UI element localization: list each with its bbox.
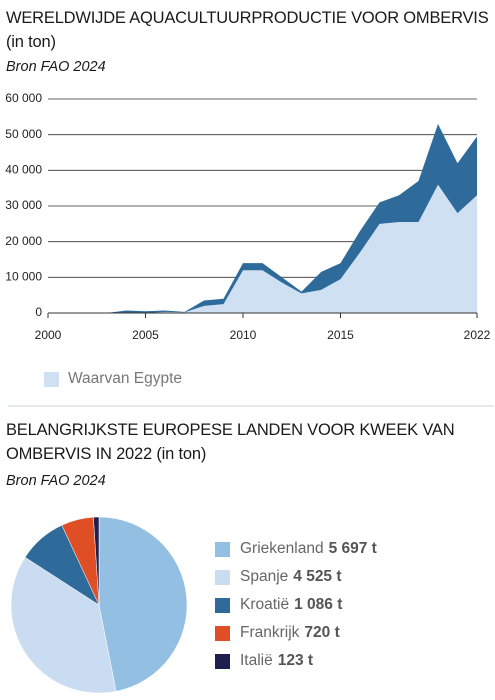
y-tick-label: 0 xyxy=(35,305,42,319)
x-tick-label: 2015 xyxy=(327,328,354,342)
legend-entry: Spanje 4 525 t xyxy=(240,568,342,585)
value-label: 4 525 t xyxy=(293,568,341,585)
legend-swatch xyxy=(44,372,59,387)
legend-swatch xyxy=(215,542,230,557)
legend-label: Frankrijk xyxy=(240,624,300,641)
pie-slice xyxy=(98,516,188,692)
legend-swatch xyxy=(215,654,230,669)
legend-swatch xyxy=(215,570,230,585)
area xyxy=(48,184,477,313)
x-tick-label: 2010 xyxy=(230,328,257,342)
legend-label: Spanje xyxy=(240,568,288,585)
y-tick-label: 30 000 xyxy=(5,198,42,212)
y-tick-label: 50 000 xyxy=(5,127,42,141)
y-tick-label: 40 000 xyxy=(5,163,42,177)
chart-subtitle: Bron FAO 2024 xyxy=(6,59,106,75)
y-tick-label: 10 000 xyxy=(5,270,42,284)
legend-entry: Frankrijk 720 t xyxy=(240,624,340,641)
x-tick-label: 2005 xyxy=(132,328,159,342)
value-label: 720 t xyxy=(304,624,339,641)
value-label: 5 697 t xyxy=(329,540,377,557)
legend-swatch xyxy=(215,598,230,613)
pie-slice xyxy=(10,556,117,694)
x-tick-label: 2000 xyxy=(35,328,62,342)
legend-label: Griekenland xyxy=(240,540,324,557)
legend-entry: Kroatië 1 086 t xyxy=(240,596,342,613)
legend-label: Waarvan Egypte xyxy=(68,370,182,387)
value-label: 123 t xyxy=(278,652,313,669)
legend-entry: Griekenland 5 697 t xyxy=(240,540,377,557)
legend-swatch xyxy=(215,626,230,641)
chart-subtitle: Bron FAO 2024 xyxy=(6,473,106,489)
pie-slice xyxy=(93,516,100,606)
legend-label: Italië xyxy=(240,652,273,669)
chart-title: BELANGRIJKSTE EUROPESE LANDEN VOOR KWEEK… xyxy=(6,421,455,463)
y-tick-label: 20 000 xyxy=(5,234,42,248)
y-tick-label: 60 000 xyxy=(5,91,42,105)
x-tick-label: 2022 xyxy=(464,328,491,342)
value-label: 1 086 t xyxy=(294,596,342,613)
chart-title: WERELDWIJDE AQUACULTUURPRODUCTIE VOOR OM… xyxy=(6,9,489,51)
legend-label: Kroatië xyxy=(240,596,289,613)
legend-entry: Italië 123 t xyxy=(240,652,313,669)
